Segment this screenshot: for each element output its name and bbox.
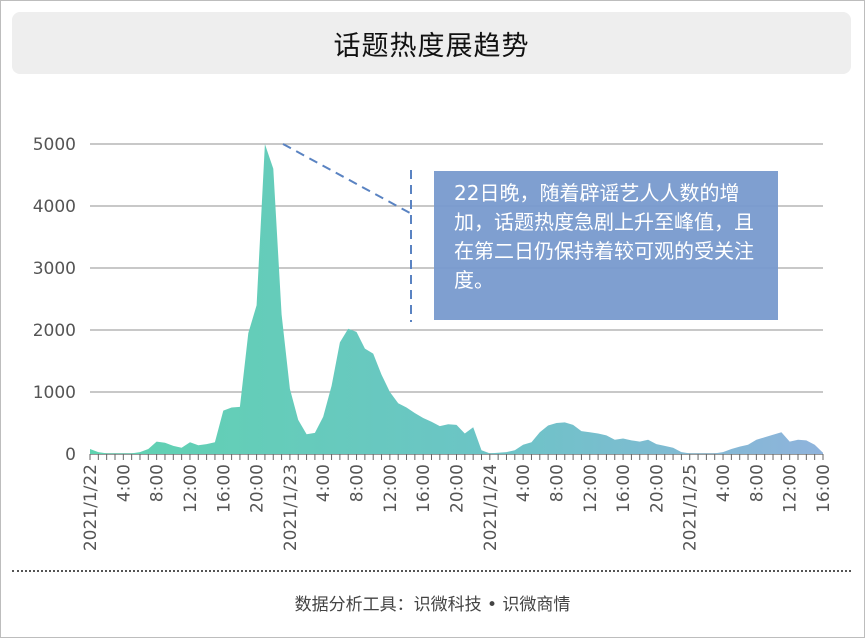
x-tick-label: 8:00 [547,464,567,502]
y-tick-label: 2000 [33,321,76,341]
annotation-pointer-line [282,143,411,214]
x-tick-label: 2021/1/24 [481,464,501,551]
x-tick-label: 20:00 [248,464,268,513]
x-tick-label: 12:00 [181,464,201,513]
x-tick-label: 16:00 [814,464,834,513]
y-tick-label: 4000 [33,197,76,217]
y-tick-label: 3000 [33,259,76,279]
x-tick-label: 4:00 [114,464,134,502]
x-tick-label: 4:00 [314,464,334,502]
y-tick-label: 1000 [33,383,76,403]
x-tick-label: 2021/1/23 [281,464,301,551]
x-tick-label: 20:00 [448,464,468,513]
series-area [90,144,823,454]
x-tick-label: 8:00 [747,464,767,502]
x-tick-label: 4:00 [714,464,734,502]
chart-title: 话题热度展趋势 [333,30,530,62]
footer-divider [12,570,851,572]
footer-credit: 数据分析工具：识微科技 • 识微商情 [294,595,571,615]
x-tick-label: 2021/1/22 [81,464,101,551]
x-tick-label: 12:00 [381,464,401,513]
y-tick-label: 0 [65,445,76,465]
x-tick-label: 2021/1/25 [681,464,701,551]
x-tick-label: 8:00 [348,464,368,502]
x-tick-label: 4:00 [514,464,534,502]
x-tick-label: 20:00 [647,464,667,513]
x-tick-label: 12:00 [581,464,601,513]
x-tick-label: 16:00 [214,464,234,513]
x-tick-label: 16:00 [414,464,434,513]
x-tick-label: 12:00 [781,464,801,513]
annotation-box: 22日晚，随着辟谣艺人人数的增加，话题热度急剧上升至峰值，且在第二日仍保持着较可… [434,171,778,320]
title-bar: 话题热度展趋势 [12,12,851,74]
y-tick-label: 5000 [33,135,76,155]
x-tick-label: 16:00 [614,464,634,513]
annotation-text: 22日晚，随着辟谣艺人人数的增加，话题热度急剧上升至峰值，且在第二日仍保持着较可… [454,181,754,292]
x-tick-label: 8:00 [148,464,168,502]
